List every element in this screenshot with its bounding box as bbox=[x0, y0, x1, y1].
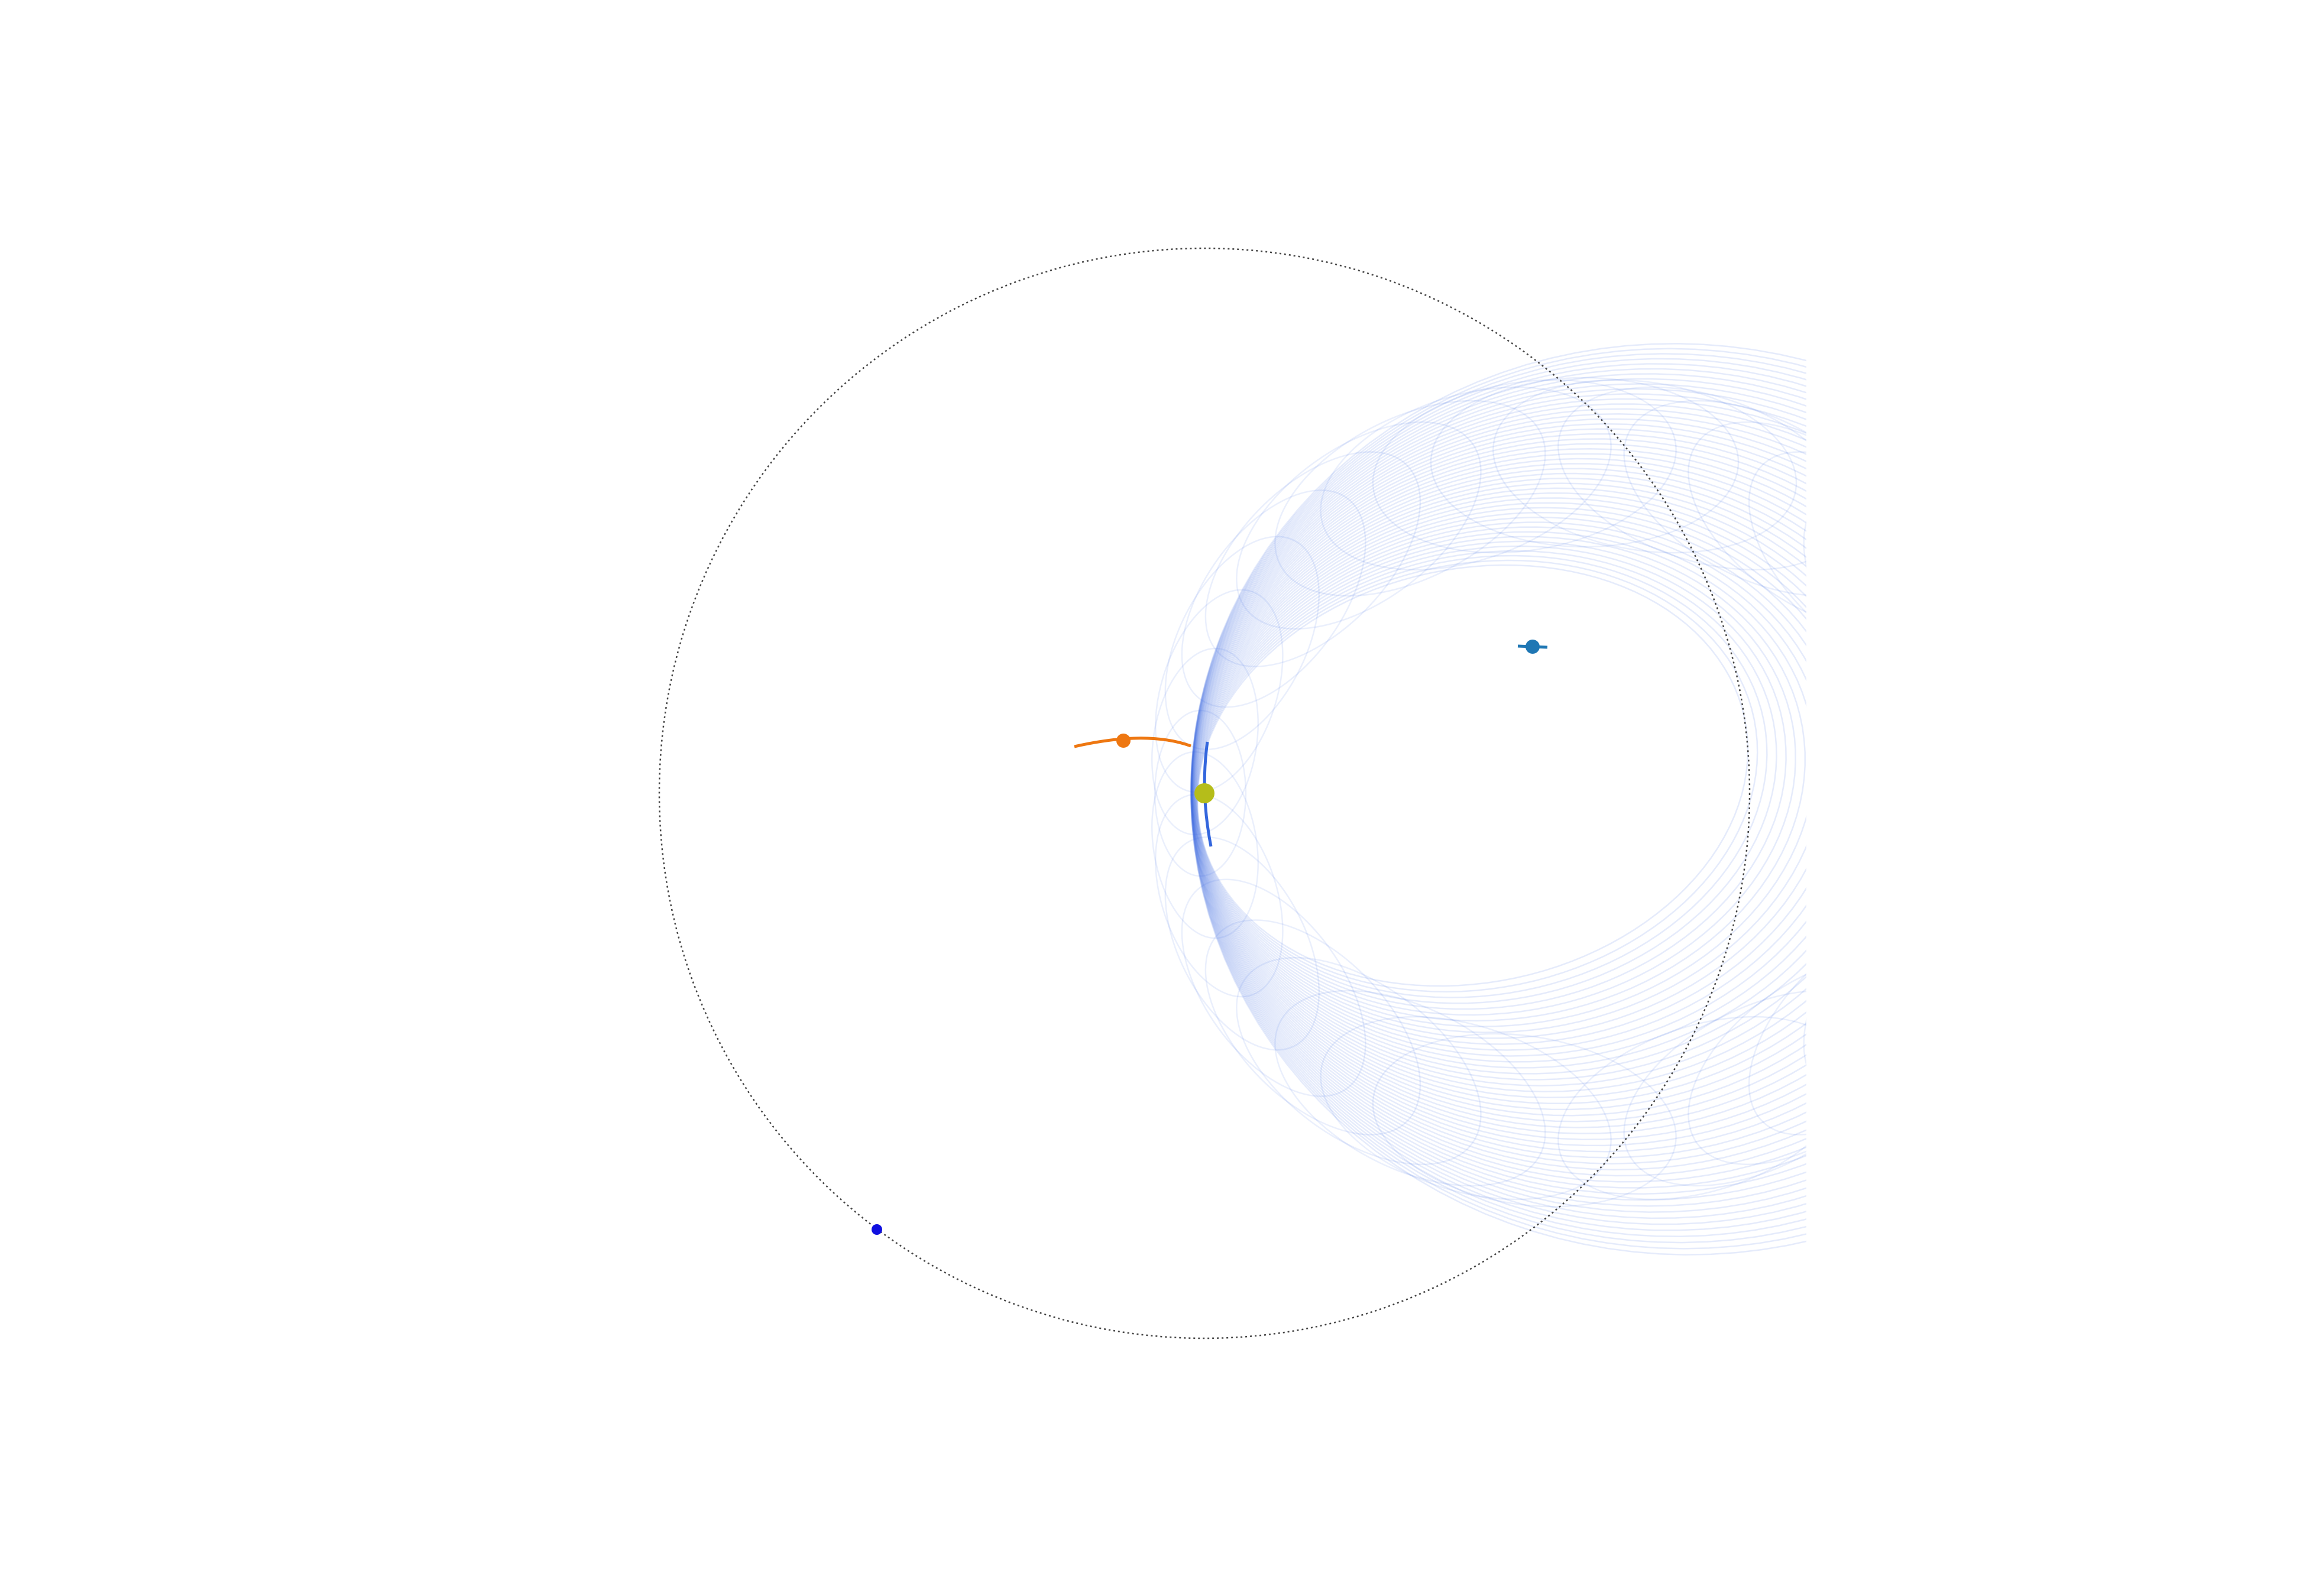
trajectory-ring bbox=[1181, 878, 1366, 1097]
trajectory-loop bbox=[1191, 447, 1806, 1128]
trajectory-loop bbox=[1190, 358, 1806, 1237]
trajectory-ring bbox=[1863, 573, 2038, 808]
trajectory-ring bbox=[1557, 1016, 1806, 1201]
trajectory-loop bbox=[1196, 545, 1787, 1010]
trajectory-loop bbox=[1191, 443, 1806, 1134]
trajectory-ring bbox=[1372, 1033, 1677, 1208]
boundary-orbit bbox=[658, 247, 1751, 1339]
trajectory-loop bbox=[1193, 482, 1806, 1086]
trajectory-ring bbox=[1748, 451, 1806, 667]
trajectory-loop bbox=[1195, 536, 1806, 1022]
trajectory-loop bbox=[1196, 554, 1768, 998]
inner-body-group bbox=[1074, 734, 1191, 748]
trajectory-loop bbox=[1190, 353, 1806, 1244]
trajectory-loop bbox=[1194, 517, 1806, 1045]
trajectory-ring bbox=[1181, 489, 1366, 708]
trajectory-loop bbox=[1191, 438, 1806, 1140]
trajectory-ring bbox=[1204, 919, 1421, 1136]
trajectory-loop bbox=[1196, 559, 1758, 993]
trajectory-loop bbox=[1193, 487, 1806, 1081]
trajectory-loop bbox=[1191, 398, 1806, 1189]
trajectory-loop bbox=[1191, 423, 1806, 1159]
trajectory-loop bbox=[1193, 497, 1806, 1069]
trajectory-ring bbox=[1151, 647, 1259, 836]
trajectory-loop bbox=[1190, 363, 1806, 1231]
trajectory-loop bbox=[1193, 478, 1806, 1092]
trajectory-loop bbox=[1190, 368, 1806, 1225]
trajectory-ring bbox=[1623, 990, 1806, 1187]
trajectory-ring bbox=[1688, 956, 1806, 1166]
outer-body-group bbox=[1517, 640, 1548, 654]
trajectory-ring bbox=[1274, 400, 1546, 597]
trajectory-loop bbox=[1191, 418, 1806, 1164]
trajectory-ring bbox=[1372, 379, 1677, 554]
trajectory-ring bbox=[1154, 793, 1284, 998]
trajectory-ring bbox=[1623, 400, 1806, 597]
trajectory-loop bbox=[1193, 502, 1806, 1063]
trajectory-loop bbox=[1191, 433, 1806, 1147]
trajectory-ring bbox=[1819, 812, 2036, 1075]
trajectory-bundle bbox=[1151, 343, 2038, 1256]
trajectory-loop bbox=[1190, 393, 1806, 1195]
trajectory-ring bbox=[1320, 386, 1612, 571]
trajectory-ring bbox=[1688, 421, 1806, 630]
trajectory-ring bbox=[1863, 778, 2038, 1013]
trajectory-ring bbox=[1899, 744, 2030, 946]
center-body bbox=[1194, 783, 1214, 803]
trajectory-ring bbox=[1899, 641, 2030, 842]
trajectory-loop bbox=[1191, 428, 1806, 1153]
trajectory-loop bbox=[1196, 550, 1777, 1004]
trajectory-loop bbox=[1194, 521, 1806, 1039]
trajectory-ring bbox=[1923, 711, 2014, 876]
trajectory-loop bbox=[1192, 458, 1806, 1117]
trajectory-loop bbox=[1190, 383, 1806, 1207]
trajectory-loop bbox=[1190, 373, 1806, 1219]
trajectory-loop bbox=[1192, 463, 1806, 1111]
trajectory-ring bbox=[1557, 386, 1806, 571]
trajectory-ring bbox=[1154, 709, 1247, 877]
trajectory-loop bbox=[1192, 472, 1806, 1099]
trajectory-ring bbox=[1320, 1016, 1612, 1201]
trajectory-ring bbox=[1430, 377, 1740, 548]
trajectory-loop bbox=[1190, 343, 1806, 1256]
trajectory-loop bbox=[1191, 413, 1806, 1171]
trajectory-ring bbox=[1204, 451, 1421, 667]
trajectory-loop bbox=[1194, 531, 1806, 1027]
trajectory-loop bbox=[1194, 511, 1806, 1051]
inner-body-arc bbox=[1074, 737, 1191, 748]
trajectory-ring bbox=[1164, 836, 1320, 1051]
trajectory-ring bbox=[1274, 990, 1546, 1187]
trajectory-ring bbox=[1154, 589, 1284, 793]
outer-body bbox=[1526, 640, 1540, 654]
inner-body bbox=[1116, 734, 1131, 748]
trajectory-loop bbox=[1193, 507, 1806, 1057]
trajectory-ring bbox=[1151, 751, 1259, 939]
marker-point bbox=[872, 1224, 882, 1235]
trajectory-ring bbox=[1236, 956, 1482, 1166]
trajectory-loop bbox=[1194, 526, 1806, 1033]
trajectory-loop bbox=[1191, 403, 1806, 1183]
trajectory-loop bbox=[1190, 388, 1806, 1201]
trajectory-loop bbox=[1190, 348, 1806, 1250]
trajectory-loop bbox=[1192, 468, 1806, 1105]
trajectory-loop bbox=[1191, 453, 1806, 1123]
trajectory-ring bbox=[1819, 512, 2036, 774]
trajectory-loop bbox=[1190, 378, 1806, 1213]
trajectory-loop bbox=[1195, 540, 1796, 1016]
trajectory-loop bbox=[1193, 492, 1806, 1075]
trajectory-ring bbox=[1748, 919, 1806, 1136]
trajectory-ring bbox=[1236, 421, 1482, 630]
trajectory-loop bbox=[1191, 408, 1806, 1177]
trajectory-ring bbox=[1803, 489, 1806, 708]
trajectory-ring bbox=[1492, 379, 1797, 554]
